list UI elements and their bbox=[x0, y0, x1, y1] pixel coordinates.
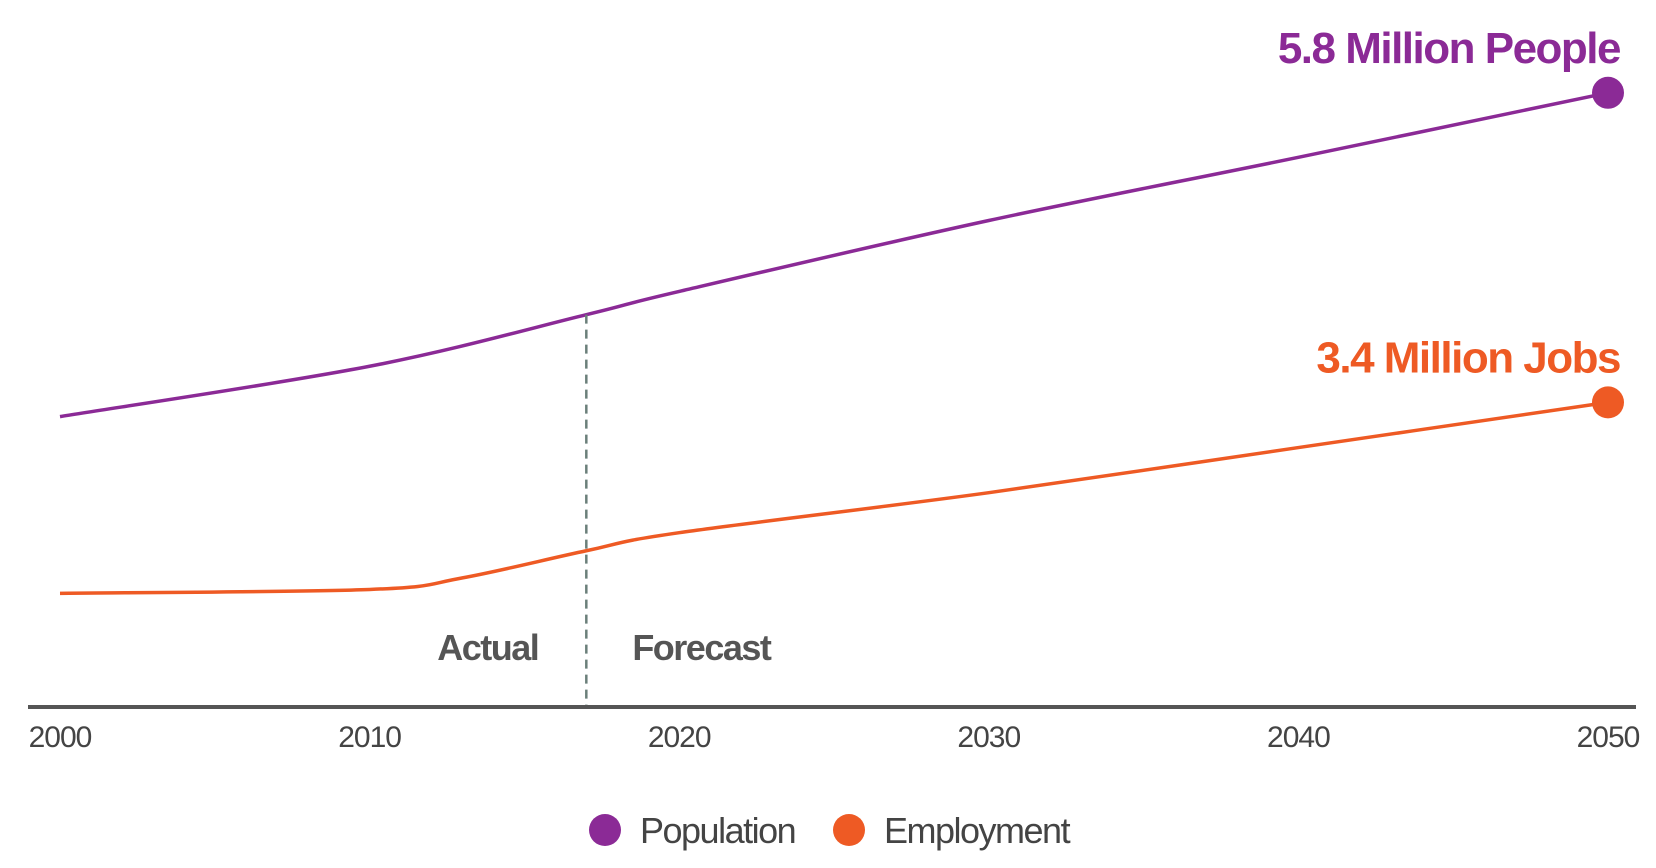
x-tick-label: 2040 bbox=[1267, 721, 1330, 754]
actual-label: Actual bbox=[437, 627, 538, 668]
population-end-marker bbox=[1592, 76, 1624, 109]
employment-line bbox=[59, 400, 1609, 596]
legend: Population Employment bbox=[589, 810, 1072, 851]
legend-employment-label: Employment bbox=[884, 810, 1071, 851]
forecast-label: Forecast bbox=[632, 627, 772, 668]
x-tick-label: 2050 bbox=[1577, 721, 1640, 754]
employment-end-marker bbox=[1592, 386, 1624, 419]
x-tick-label: 2030 bbox=[957, 721, 1020, 754]
employment-end-label: 3.4 Million Jobs bbox=[1316, 333, 1620, 382]
x-tick-label: 2020 bbox=[648, 721, 711, 754]
x-tick-label: 2010 bbox=[338, 721, 401, 754]
x-tick-label: 2000 bbox=[29, 721, 92, 754]
legend-population-label: Population bbox=[640, 810, 795, 851]
population-line bbox=[59, 91, 1609, 419]
legend-population-marker bbox=[589, 814, 621, 846]
legend-employment-marker bbox=[833, 814, 865, 846]
population-end-label: 5.8 Million People bbox=[1278, 24, 1620, 73]
